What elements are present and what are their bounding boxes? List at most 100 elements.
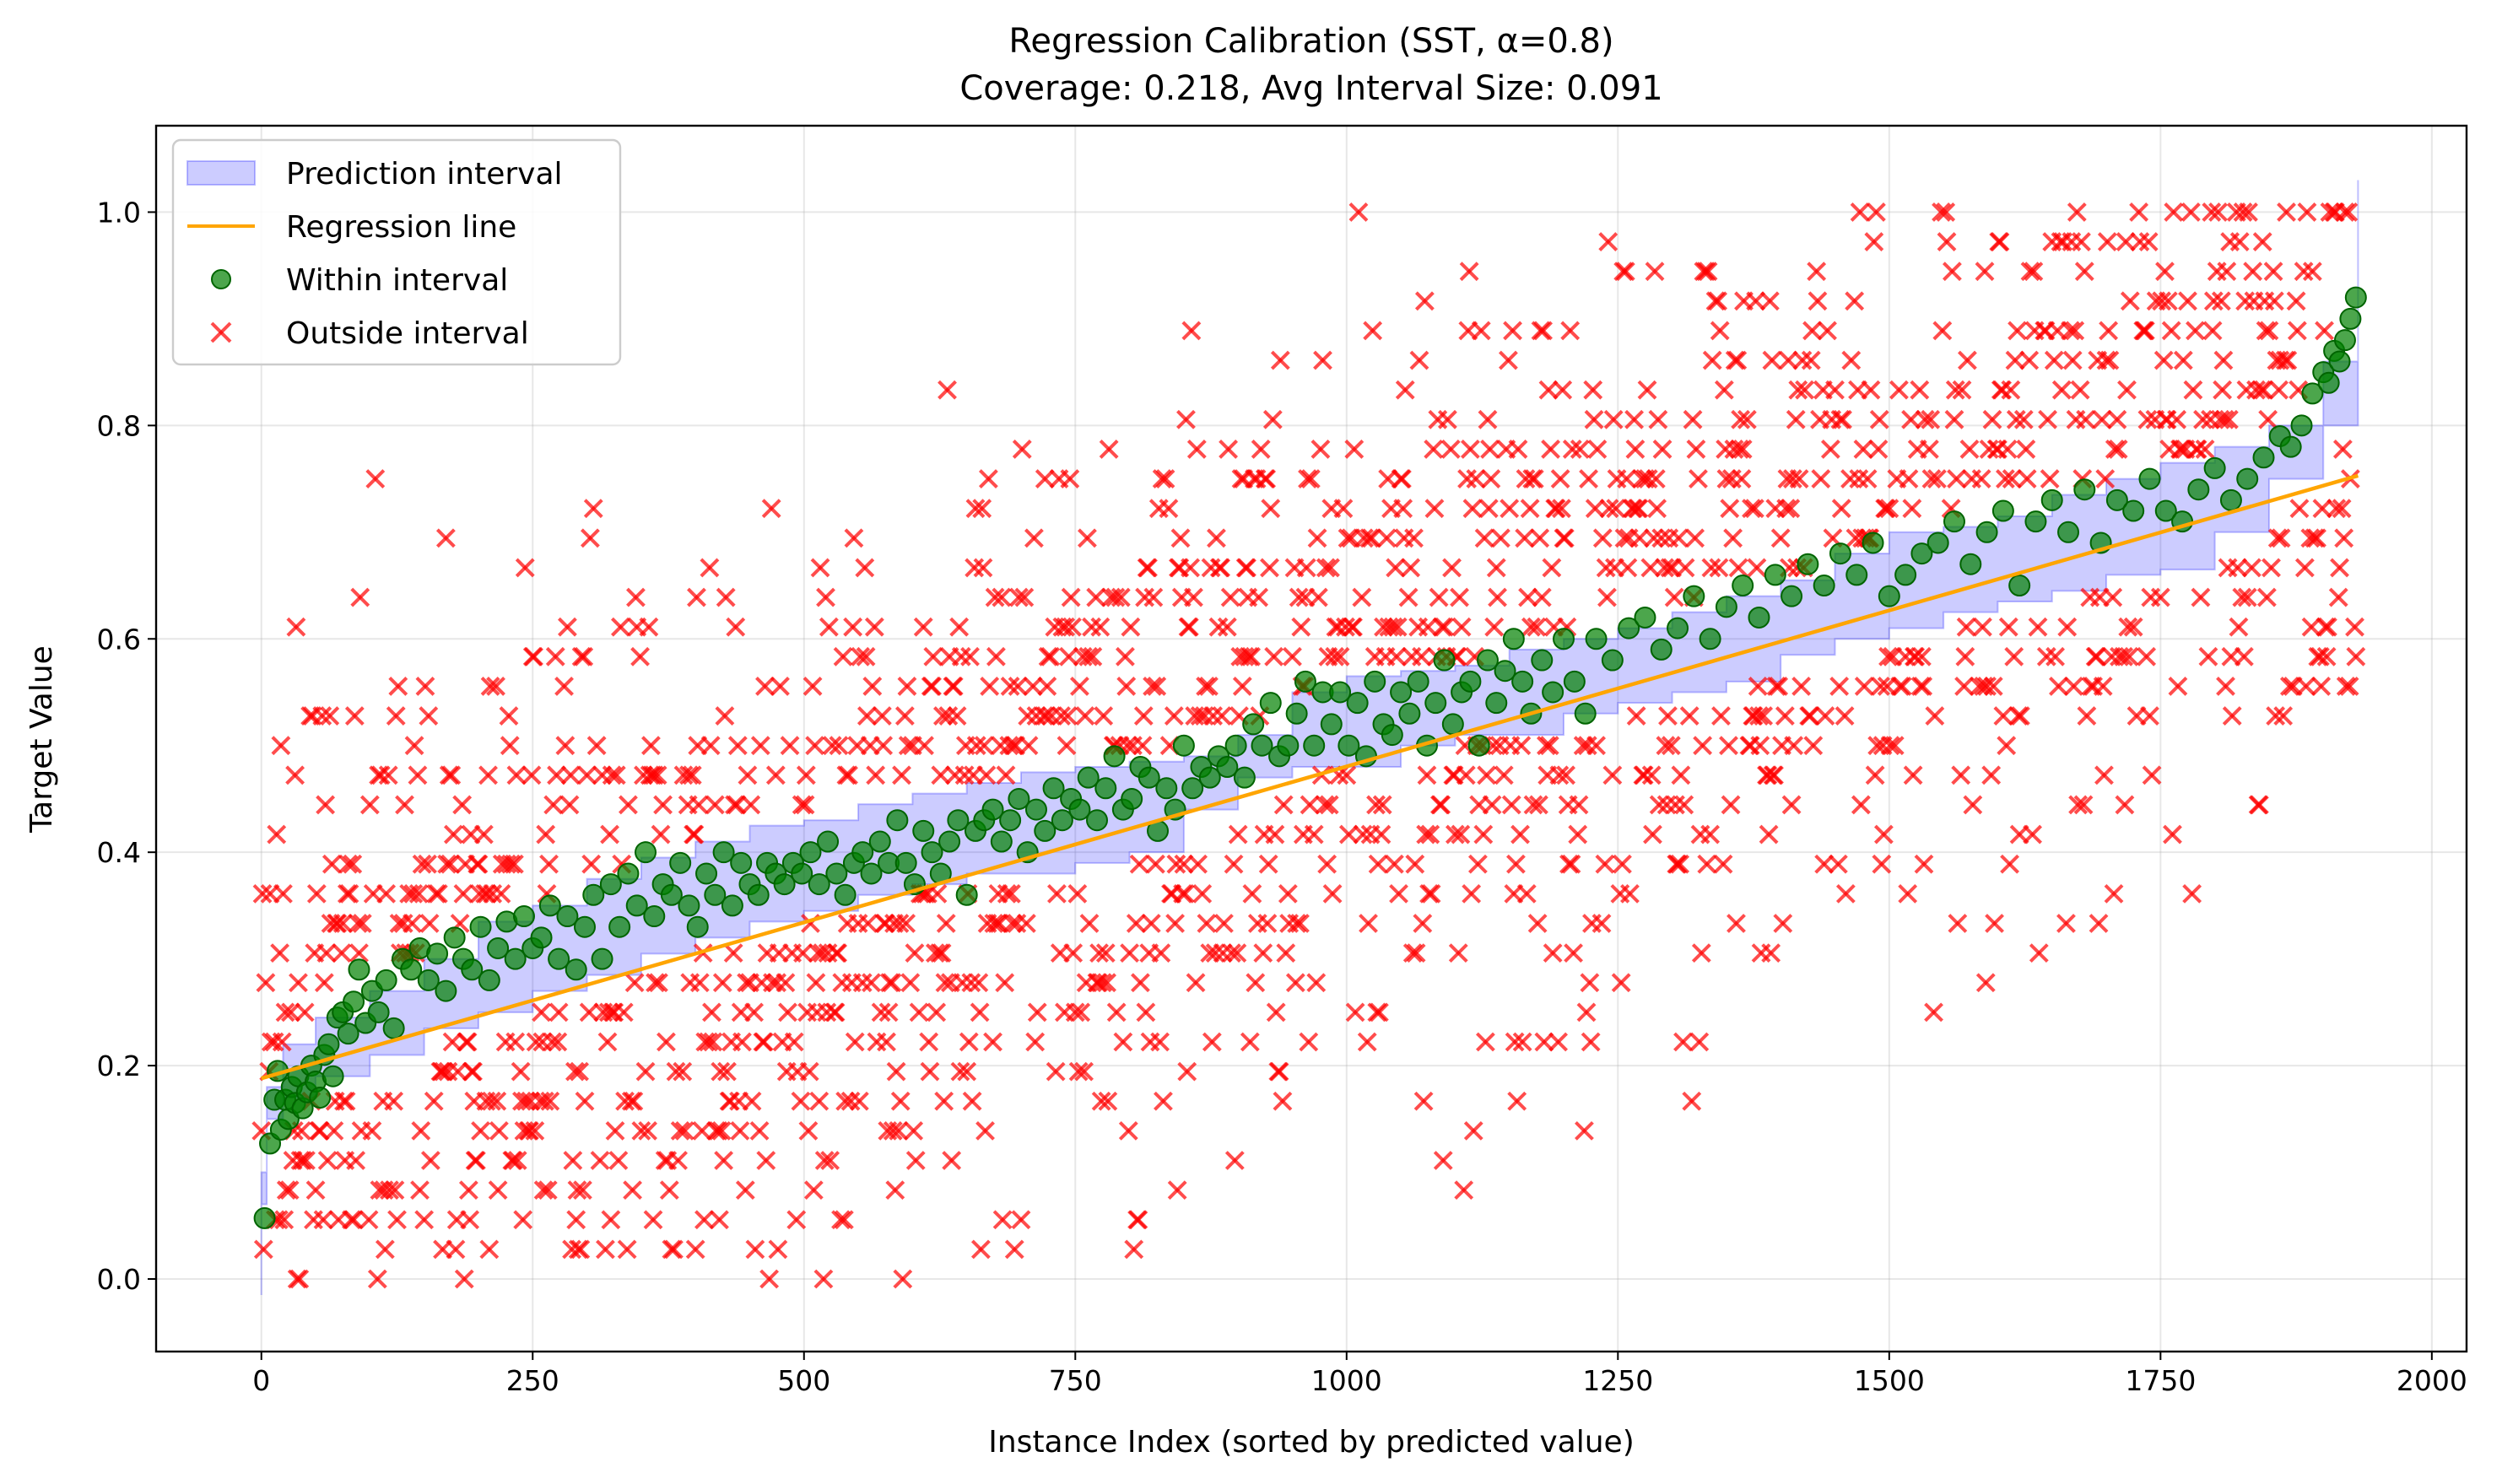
outside-point: [1079, 914, 1100, 933]
outside-point: [386, 706, 406, 726]
outside-point: [973, 558, 993, 578]
outside-point: [488, 1180, 508, 1201]
outside-point: [545, 646, 565, 666]
outside-point: [419, 706, 439, 726]
outside-point: [2099, 350, 2120, 370]
outside-point: [365, 469, 386, 488]
outside-point: [839, 765, 858, 785]
within-point: [1975, 521, 1998, 543]
within-point: [2073, 478, 2096, 501]
outside-point: [957, 1061, 977, 1082]
within-point: [1329, 681, 1352, 704]
outside-point: [1462, 499, 1483, 519]
outside-point: [525, 1120, 545, 1141]
outside-point: [1820, 440, 1840, 459]
within-point: [1943, 510, 1965, 533]
outside-point: [1539, 736, 1559, 756]
outside-point: [1854, 677, 1874, 696]
outside-point: [1693, 736, 1713, 756]
outside-point: [2056, 914, 2076, 933]
outside-point: [275, 1002, 295, 1023]
outside-point: [613, 1002, 634, 1023]
outside-point: [2187, 440, 2207, 459]
outside-point: [1146, 854, 1165, 874]
outside-point: [1213, 943, 1233, 963]
outside-point: [1176, 409, 1196, 429]
outside-point: [2077, 706, 2097, 726]
outside-point: [894, 706, 915, 726]
outside-point: [2346, 646, 2366, 666]
outside-point: [2000, 854, 2019, 874]
outside-point: [1800, 706, 1820, 726]
outside-point: [2155, 262, 2175, 282]
outside-point: [442, 1032, 462, 1052]
outside-point: [889, 914, 910, 933]
outside-point: [1948, 914, 1968, 933]
outside-point: [915, 736, 934, 756]
outside-point: [2019, 350, 2040, 370]
outside-point: [1921, 409, 1941, 429]
outside-point: [286, 617, 306, 637]
outside-point: [954, 765, 975, 785]
chart-subtitle: Coverage: 0.218, Avg Interval Size: 0.09…: [959, 69, 1662, 108]
outside-point: [1192, 883, 1213, 904]
outside-point: [2171, 440, 2191, 459]
outside-point: [726, 617, 746, 637]
outside-point: [295, 1002, 315, 1023]
outside-point: [878, 1002, 899, 1023]
within-point: [2219, 488, 2242, 511]
outside-point: [862, 677, 883, 696]
outside-point: [972, 499, 992, 519]
outside-point: [1841, 350, 1862, 370]
outside-point: [1828, 854, 1848, 874]
within-point: [817, 830, 840, 853]
outside-point: [1135, 587, 1155, 607]
outside-point: [1336, 617, 1355, 637]
outside-point: [1871, 677, 1890, 696]
outside-point: [1240, 1032, 1260, 1052]
outside-point: [1257, 914, 1278, 933]
y-tick-label: 1.0: [97, 196, 141, 229]
outside-point: [900, 973, 921, 993]
outside-point: [1082, 617, 1101, 637]
outside-point: [1065, 1002, 1085, 1023]
outside-point: [289, 1269, 310, 1289]
outside-point: [1287, 914, 1307, 933]
outside-point: [668, 1151, 689, 1170]
outside-point: [1481, 469, 1501, 488]
outside-point: [1306, 973, 1327, 993]
within-point: [1781, 585, 1803, 607]
outside-point: [756, 1151, 776, 1170]
outside-point: [414, 1210, 435, 1230]
chart-title: Regression Calibration (SST, α=0.8): [1008, 22, 1613, 61]
within-point: [912, 819, 935, 842]
outside-point: [419, 914, 440, 933]
outside-point: [1333, 499, 1354, 519]
outside-point: [2119, 646, 2139, 666]
outside-point: [289, 973, 308, 993]
within-point: [417, 969, 440, 991]
outside-point: [349, 943, 369, 963]
outside-point: [1932, 202, 1951, 222]
outside-point: [1181, 558, 1201, 578]
within-point: [1748, 606, 1770, 629]
outside-point: [1640, 558, 1661, 578]
outside-point: [310, 1120, 330, 1141]
outside-point: [1001, 883, 1021, 904]
outside-point: [1383, 617, 1403, 637]
outside-point: [2211, 291, 2231, 311]
outside-point: [2135, 321, 2155, 341]
outside-point: [1361, 528, 1381, 548]
outside-point: [1668, 528, 1689, 548]
x-tick-label: 1000: [1311, 1364, 1382, 1397]
within-point: [1634, 606, 1656, 629]
outside-point: [538, 1180, 558, 1201]
within-point: [1991, 499, 2014, 522]
outside-point: [1911, 646, 1932, 666]
outside-point: [2258, 409, 2278, 429]
outside-point: [1617, 469, 1637, 488]
outside-point: [478, 765, 498, 785]
outside-point: [920, 1061, 940, 1082]
outside-point: [1932, 321, 1953, 341]
within-point: [1699, 628, 1721, 650]
